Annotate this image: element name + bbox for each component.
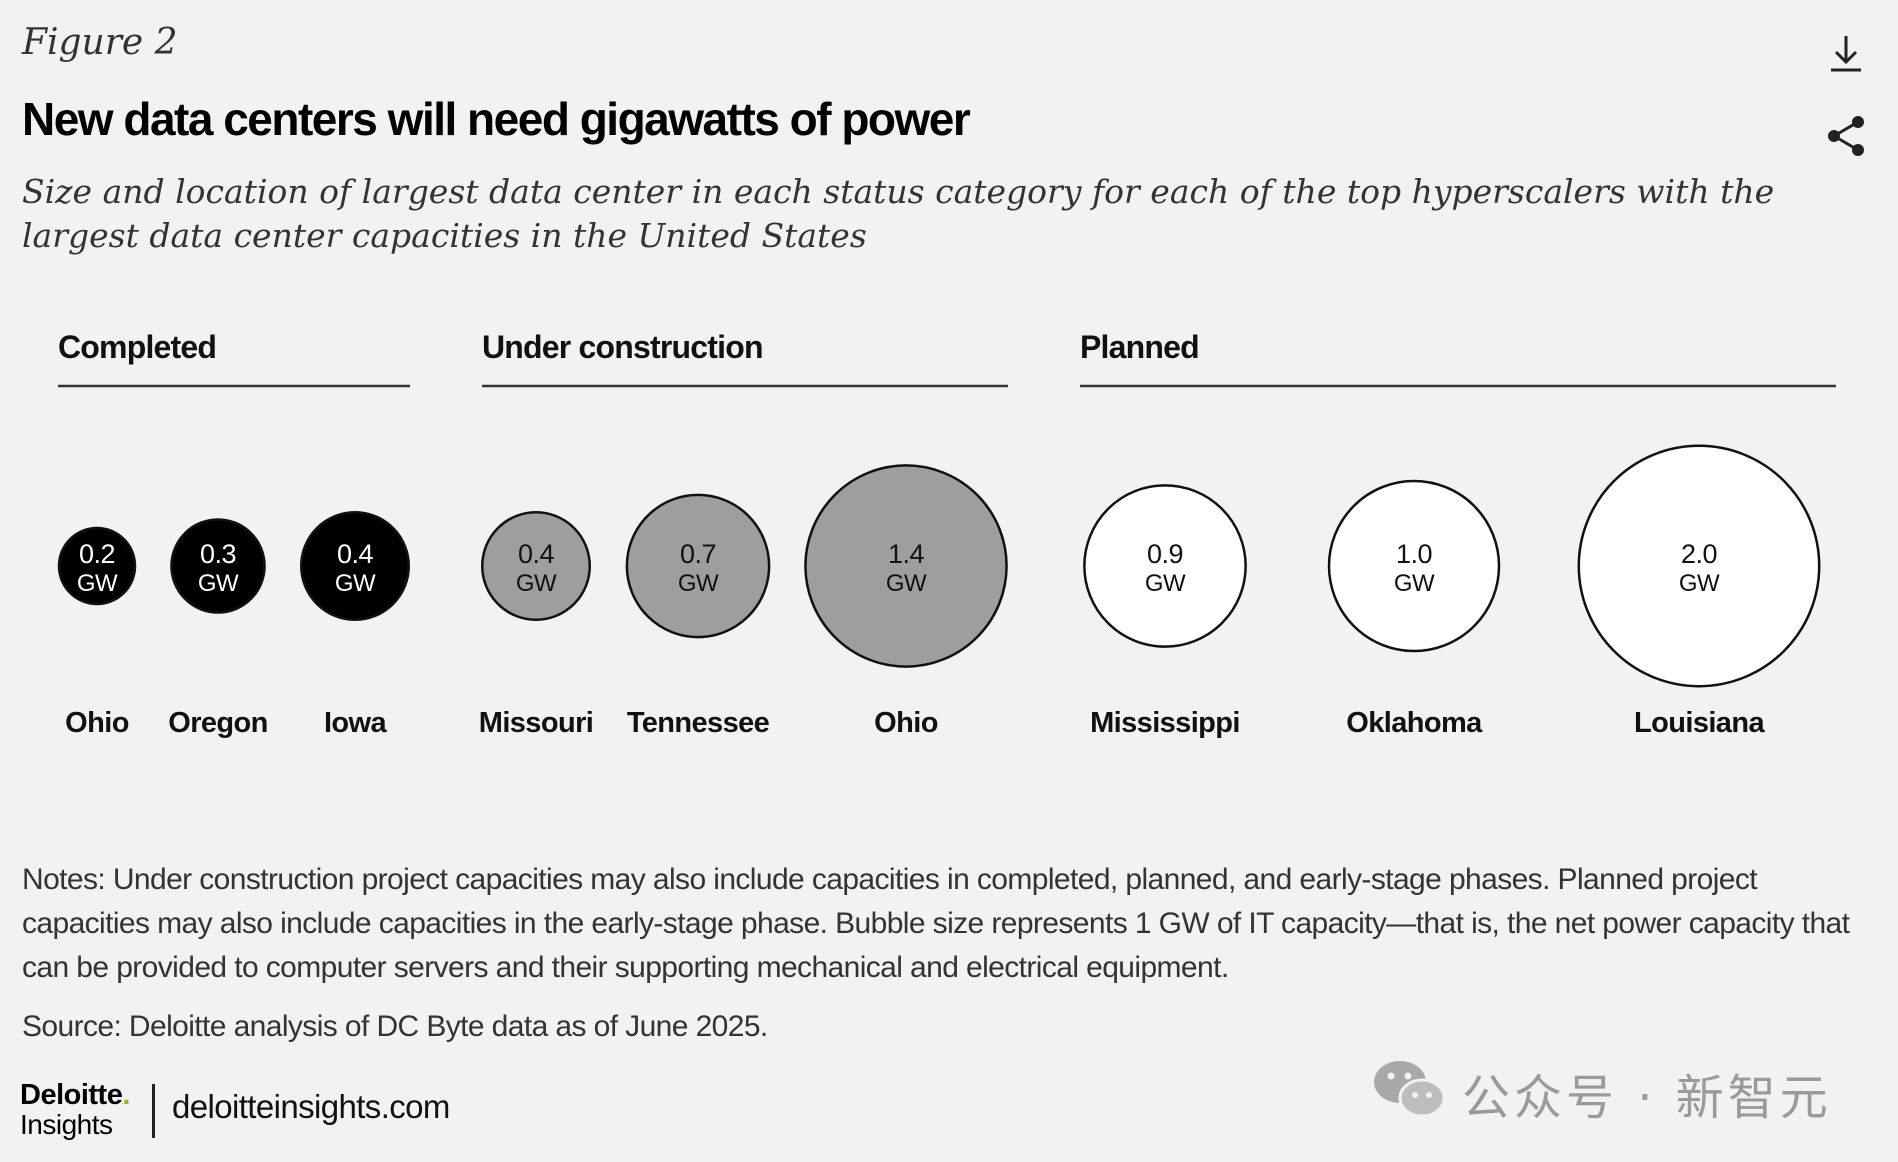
bubble-unit: GW [77, 570, 118, 597]
bubble [804, 464, 1008, 668]
group-header: Planned [1080, 329, 1199, 365]
bubble-value: 0.2 [79, 539, 115, 569]
bubble-value: 0.4 [337, 539, 374, 569]
bubble-label: Ohio [65, 707, 129, 739]
logo-dot: . [122, 1079, 130, 1111]
bubble-label: Oklahoma [1346, 707, 1483, 739]
bubble-label: Mississippi [1090, 707, 1240, 739]
bubble-label: Iowa [324, 707, 388, 739]
figure-label: Figure 2 [22, 22, 178, 63]
bubble [625, 493, 771, 639]
bubble-unit: GW [886, 570, 927, 597]
bubble-unit: GW [1679, 570, 1720, 597]
bubble-label: Ohio [874, 707, 938, 739]
bubble [299, 510, 411, 622]
bubble-label: Louisiana [1634, 707, 1765, 739]
bubble-unit: GW [198, 570, 239, 597]
bubble-label: Missouri [479, 707, 593, 739]
bubble-value: 0.4 [518, 539, 555, 569]
group-header: Under construction [482, 329, 763, 365]
site-link[interactable]: deloitteinsights.com [172, 1088, 450, 1125]
share-icon[interactable] [1824, 114, 1868, 158]
chart-subtitle: Size and location of largest data center… [22, 172, 1775, 255]
bubble-unit: GW [516, 570, 557, 597]
bubble [480, 510, 592, 622]
bubble-chart: Completed0.2GWOhio0.3GWOregon0.4GWIowaUn… [57, 329, 1836, 739]
bubble [170, 518, 266, 614]
bubble-value: 0.7 [680, 539, 716, 569]
bubble-label: Oregon [168, 707, 268, 739]
logo-divider [152, 1084, 155, 1138]
logo-wordmark: Deloitte [20, 1079, 123, 1111]
bubble-unit: GW [1394, 570, 1435, 597]
bubble [1083, 484, 1247, 648]
bubble-unit: GW [678, 570, 719, 597]
bubble-value: 1.4 [888, 539, 925, 569]
bubble [1577, 444, 1821, 688]
bubble-value: 2.0 [1681, 539, 1717, 569]
chart-title: New data centers will need gigawatts of … [22, 93, 971, 145]
group-header: Completed [58, 329, 216, 365]
bubble-label: Tennessee [627, 707, 770, 739]
chart-source: Source: Deloitte analysis of DC Byte dat… [22, 1010, 768, 1043]
bubble-unit: GW [335, 570, 376, 597]
wechat-icon [1374, 1061, 1446, 1118]
bubble [1327, 479, 1501, 653]
deloitte-logo[interactable]: Deloitte. Insights [20, 1080, 130, 1140]
logo-insights: Insights [20, 1109, 113, 1140]
download-icon[interactable] [1826, 32, 1866, 74]
bubble-value: 1.0 [1396, 539, 1432, 569]
bubble [57, 526, 137, 606]
bubble-value: 0.3 [200, 539, 236, 569]
chart-notes: Notes: Under construction project capaci… [22, 863, 1850, 984]
bubble-value: 0.9 [1147, 539, 1183, 569]
watermark-text: 公众号 · 新智元 [1462, 1070, 1832, 1126]
bubble-unit: GW [1145, 570, 1186, 597]
